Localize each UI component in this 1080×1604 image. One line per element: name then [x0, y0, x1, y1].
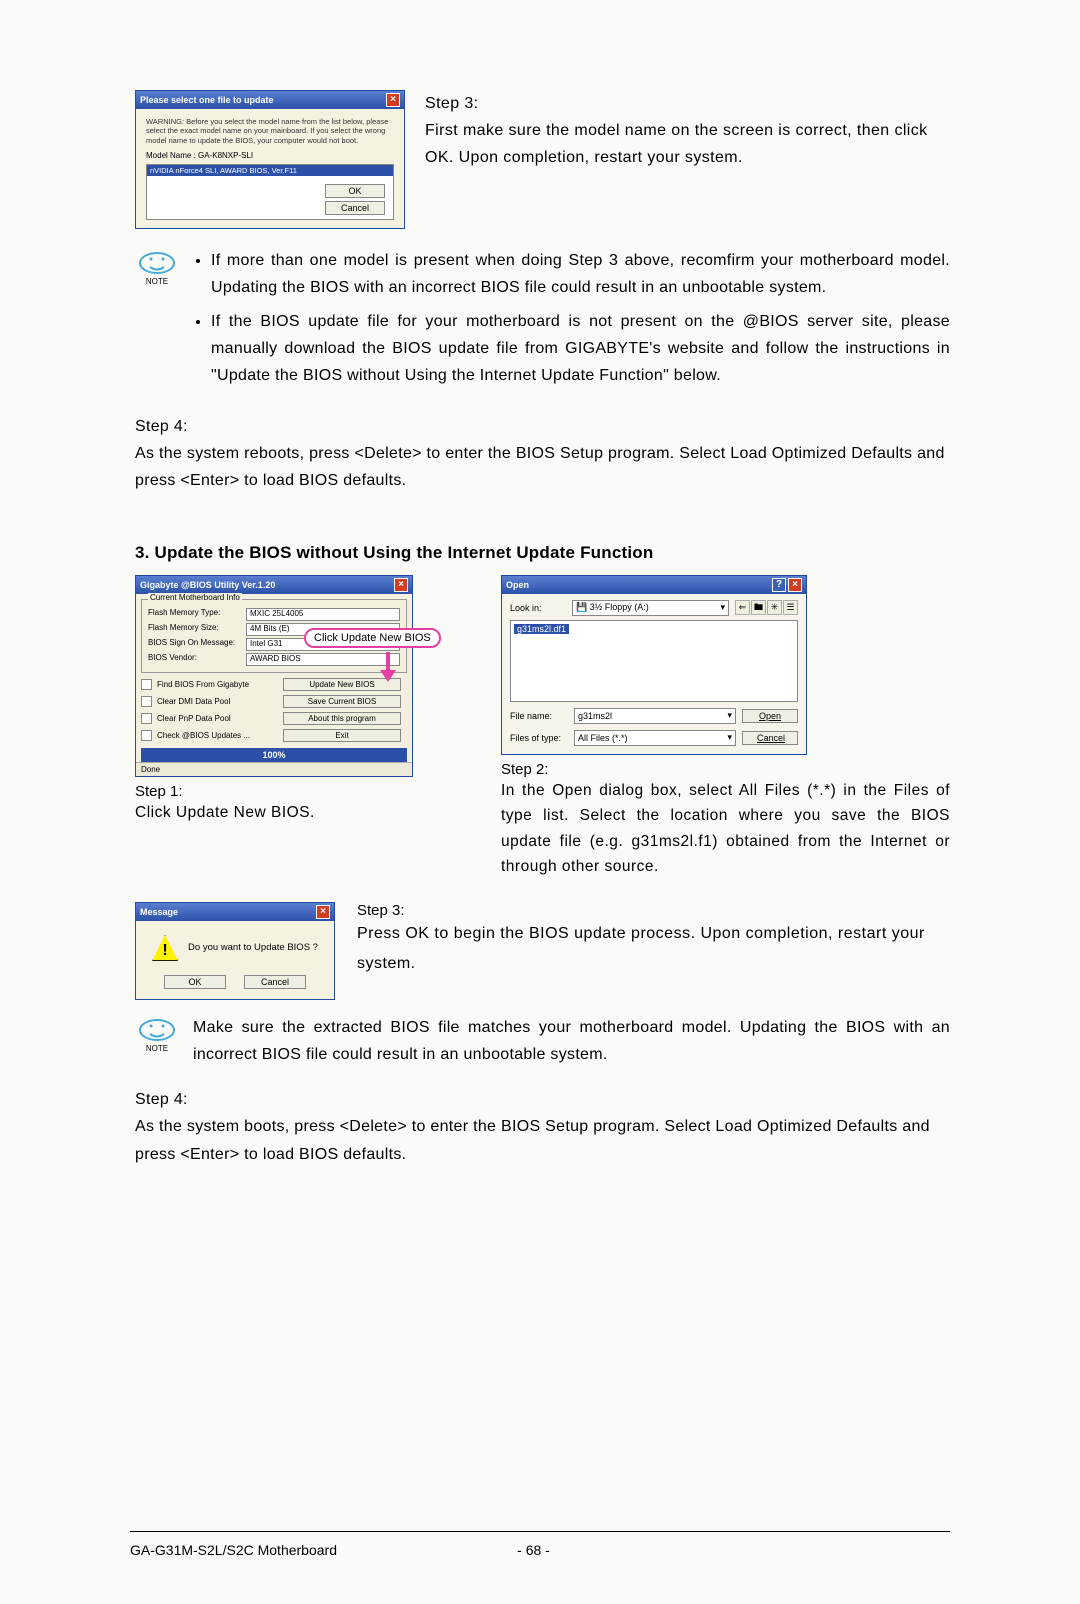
save-current-bios-button[interactable]: Save Current BIOS — [283, 695, 401, 708]
lookin-dropdown[interactable]: 💾 3½ Floppy (A:)▾ — [572, 600, 729, 616]
newfolder-icon[interactable]: ✳ — [767, 600, 782, 615]
status-bar: Done — [136, 762, 412, 776]
back-icon[interactable]: ⇐ — [735, 600, 750, 615]
close-icon[interactable]: × — [394, 578, 408, 592]
step-text: Press OK to begin the BIOS update proces… — [357, 919, 950, 980]
checkbox[interactable] — [141, 696, 152, 707]
filename-input[interactable]: g31ms2l▾ — [574, 708, 736, 724]
model-name: Model Name : GA-K8NXP-SLI — [142, 151, 398, 160]
close-icon[interactable]: × — [788, 578, 802, 592]
msg-text: Do you want to Update BIOS ? — [188, 942, 318, 953]
progress-bar: 100% — [141, 748, 407, 762]
checkbox[interactable] — [141, 713, 152, 724]
util-title: Gigabyte @BIOS Utility Ver.1.20 — [140, 580, 275, 590]
cancel-button[interactable]: Cancel — [244, 975, 306, 989]
close-icon[interactable]: × — [386, 93, 400, 107]
file-list[interactable]: g31ms2l.df1 — [510, 620, 798, 702]
step-label: Step 3: — [425, 90, 950, 117]
callout-arrow-icon — [374, 652, 402, 682]
ok-button[interactable]: OK — [325, 184, 385, 198]
message-dialog: Message × ! Do you want to Update BIOS ?… — [135, 902, 335, 1000]
checkbox[interactable] — [141, 730, 152, 741]
step-label: Step 4: — [135, 1086, 950, 1113]
list-item[interactable]: g31ms2l.df1 — [514, 624, 569, 634]
about-button[interactable]: About this program — [283, 712, 401, 725]
open-title: Open — [506, 580, 529, 590]
step-text: As the system boots, press <Delete> to e… — [135, 1113, 950, 1167]
ok-button[interactable]: OK — [164, 975, 226, 989]
open-dialog: Open ? × Look in: 💾 3½ Floppy (A:)▾ ⇐ 🖿 … — [501, 575, 807, 755]
note-text: Make sure the extracted BIOS file matche… — [193, 1014, 950, 1068]
step-text: Click Update New BIOS. — [135, 800, 435, 826]
dialog-title: Please select one file to update — [140, 95, 274, 105]
step-text: In the Open dialog box, select All Files… — [501, 778, 950, 880]
step-label: Step 4: — [135, 413, 950, 440]
views-icon[interactable]: ☰ — [783, 600, 798, 615]
help-icon[interactable]: ? — [772, 578, 786, 592]
step-label: Step 2: — [501, 761, 950, 778]
note-icon: NOTE — [135, 1014, 179, 1053]
step-text: First make sure the model name on the sc… — [425, 117, 950, 171]
exit-button[interactable]: Exit — [283, 729, 401, 742]
checkbox[interactable] — [141, 679, 152, 690]
cancel-button[interactable]: Cancel — [742, 731, 798, 745]
bios-utility-window: Gigabyte @BIOS Utility Ver.1.20 × Curren… — [135, 575, 413, 777]
section-heading: 3. Update the BIOS without Using the Int… — [135, 543, 950, 563]
select-file-dialog: Please select one file to update × WARNI… — [135, 90, 405, 229]
cancel-button[interactable]: Cancel — [325, 201, 385, 215]
page-number: - 68 - — [337, 1542, 730, 1558]
model-listbox[interactable]: nVIDIA nForce4 SLI, AWARD BIOS, Ver.F11 … — [146, 164, 394, 220]
callout-label: Click Update New BIOS — [304, 628, 441, 648]
bullet-2: If the BIOS update file for your motherb… — [211, 308, 950, 390]
open-button[interactable]: Open — [742, 709, 798, 723]
list-item[interactable]: nVIDIA nForce4 SLI, AWARD BIOS, Ver.F11 — [147, 165, 393, 176]
warning-text: WARNING: Before you select the model nam… — [142, 115, 398, 151]
note-icon: NOTE — [135, 247, 179, 286]
close-icon[interactable]: × — [316, 905, 330, 919]
msg-title: Message — [140, 907, 178, 917]
step-label: Step 1: — [135, 783, 435, 800]
step-label: Step 3: — [357, 902, 950, 919]
footer-left: GA-G31M-S2L/S2C Motherboard — [130, 1542, 337, 1558]
bullet-1: If more than one model is present when d… — [211, 247, 950, 301]
step-text: As the system reboots, press <Delete> to… — [135, 440, 950, 494]
up-icon[interactable]: 🖿 — [751, 600, 766, 615]
warning-icon: ! — [152, 935, 178, 961]
filetype-dropdown[interactable]: All Files (*.*)▾ — [574, 730, 736, 746]
